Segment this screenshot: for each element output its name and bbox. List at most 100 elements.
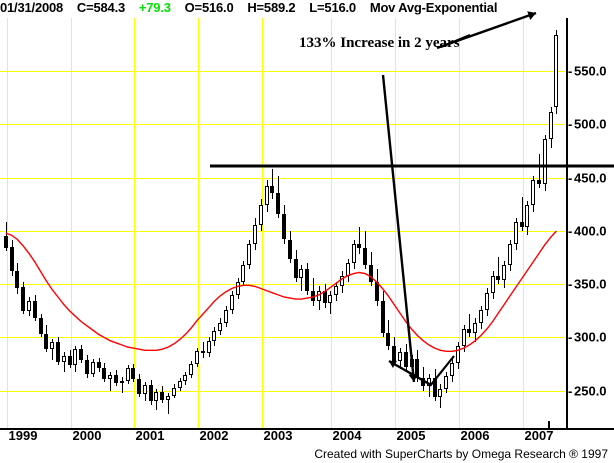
x-tick-notch (261, 421, 263, 428)
gridline-h-4 (0, 178, 568, 179)
candle-body-up (154, 391, 158, 402)
quote-open: O=516.0 (184, 0, 234, 15)
y-tick-text: 250.0 (574, 383, 607, 399)
gridline-h-5 (0, 124, 568, 125)
x-tick-2002: 2002 (199, 428, 229, 443)
x-tick-notch (133, 421, 135, 428)
candle-body-up (166, 396, 170, 401)
candle-wick (272, 169, 273, 200)
candle-body-down (433, 377, 437, 398)
x-tick-notch (394, 421, 396, 428)
y-tick-text: 400.0 (574, 223, 607, 239)
candle-wick (498, 256, 499, 285)
candle-body-down (114, 374, 118, 384)
x-axis: 1999 2000 2001 2002 2003 2004 2005 2006 2007 (0, 421, 614, 448)
y-tick-dash: - (568, 170, 573, 186)
quote-high: H=589.2 (247, 0, 296, 15)
candle-body-up (531, 179, 535, 206)
candle-body-up (340, 275, 344, 287)
x-tick-notch (70, 421, 72, 428)
price-plot (0, 18, 568, 428)
candle-body-down (294, 258, 298, 278)
candle-body-up (352, 243, 356, 263)
x-tick-notch (330, 421, 332, 428)
candle-body-down (97, 361, 101, 369)
y-tick-label: -350.0 (568, 277, 607, 292)
candle-body-up (50, 341, 54, 350)
candle-body-down (415, 358, 419, 378)
candle-body-up (241, 265, 245, 283)
footer-credit: Created with SuperCharts by Omega Resear… (314, 447, 608, 461)
candle-body-down (386, 333, 390, 346)
quote-change: +79.3 (138, 0, 171, 15)
bottom-callout-line-2 (429, 355, 455, 387)
y-tick-label: -550.0 (568, 64, 607, 79)
candle-body-down (149, 385, 153, 402)
candle-body-up (108, 374, 112, 379)
y-tick-dash: - (568, 276, 573, 292)
candle-body-up (172, 387, 176, 397)
y-tick-text: 350.0 (574, 276, 607, 292)
candle-wick (110, 371, 111, 391)
candle-body-down (421, 377, 425, 387)
candle-wick (539, 154, 540, 189)
y-tick-label: -250.0 (568, 383, 607, 398)
gridline-h-0 (0, 391, 568, 392)
candle-body-down (39, 318, 43, 335)
y-tick-dash: - (568, 116, 573, 132)
decline-trendline (381, 74, 416, 383)
candle-body-down (392, 346, 396, 361)
candle-body-up (479, 309, 483, 323)
gridline-v-2006 (458, 18, 460, 428)
candle-body-up (224, 309, 228, 323)
candle-body-up (299, 269, 303, 278)
x-axis-line (0, 428, 614, 430)
candle-body-up (525, 205, 529, 227)
y-tick-label: -400.0 (568, 223, 607, 238)
candle-body-up (183, 374, 187, 382)
x-tick-2003: 2003 (263, 428, 293, 443)
ema-line (5, 230, 557, 352)
x-tick-2005: 2005 (396, 428, 426, 443)
candle-body-down (311, 290, 315, 302)
candle-body-up (438, 388, 442, 398)
x-tick-2007: 2007 (524, 428, 554, 443)
candle-body-up (398, 352, 402, 361)
candle-body-down (357, 243, 361, 249)
candle-body-up (73, 349, 77, 366)
candle-wick (64, 352, 65, 372)
y-tick-label: -500.0 (568, 117, 607, 132)
candle-body-up (143, 385, 147, 394)
candle-body-up (543, 139, 547, 185)
gridline-v-2002 (197, 18, 199, 428)
indicator-label: Mov Avg-Exponential (369, 0, 498, 15)
candle-body-down (4, 236, 8, 248)
candle-body-down (305, 269, 309, 291)
y-tick-text: 300.0 (574, 329, 607, 345)
y-tick-dash: - (568, 383, 573, 399)
candle-body-down (276, 192, 280, 214)
candle-body-down (21, 287, 25, 311)
last-bar-arrowhead (527, 11, 536, 20)
gridline-h-6 (0, 71, 568, 72)
increase-annotation: 133% Increase in 2 years (299, 35, 460, 51)
gridline-v-1999 (6, 18, 8, 428)
candle-body-down (15, 271, 19, 289)
candle-body-up (230, 294, 234, 310)
candle-body-up (554, 35, 558, 108)
candle-body-up (236, 282, 240, 295)
candle-body-down (270, 186, 274, 193)
candle-body-down (520, 222, 524, 227)
candle-body-down (369, 265, 373, 283)
candle-body-up (328, 294, 332, 304)
candle-wick (301, 265, 302, 291)
candle-body-up (212, 331, 216, 341)
gridline-v-2000 (70, 18, 72, 428)
candle-body-down (537, 179, 541, 185)
candle-body-up (27, 301, 31, 311)
x-tick-2001: 2001 (135, 428, 165, 443)
quote-close: C=584.3 (76, 0, 126, 15)
candle-body-up (549, 111, 553, 140)
candle-body-up (253, 224, 257, 244)
quote-date: 01/31/2008 (0, 0, 64, 15)
